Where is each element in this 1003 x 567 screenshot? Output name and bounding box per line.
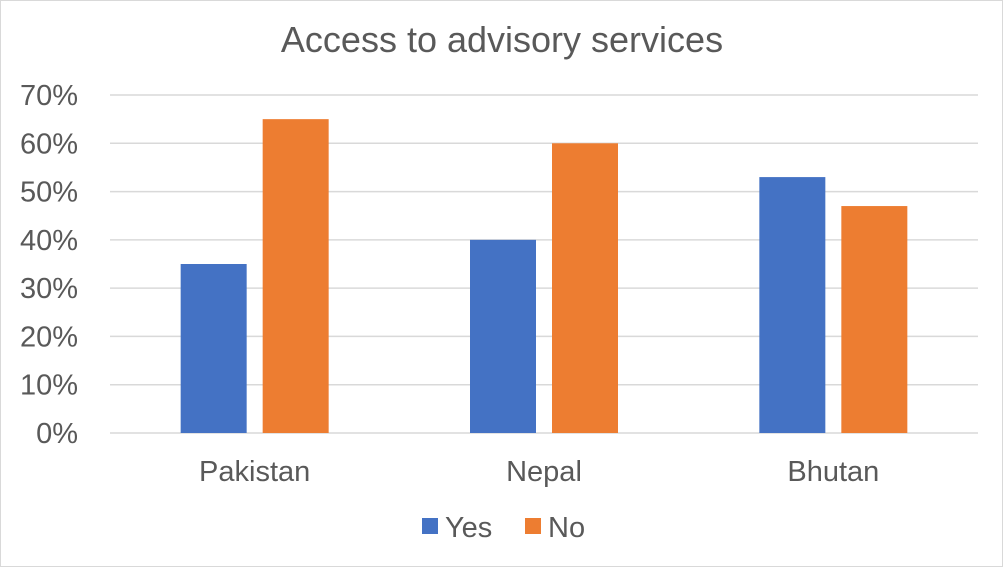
gridlines xyxy=(110,94,978,434)
x-axis-category-labels: Pakistan Nepal Bhutan xyxy=(199,456,879,488)
legend-label-yes: Yes xyxy=(445,512,492,544)
legend-swatch-no xyxy=(525,518,541,534)
bar-yes-pakistan xyxy=(180,264,247,433)
legend-label-no: No xyxy=(548,512,585,544)
y-tick-label: 60% xyxy=(20,128,78,160)
y-tick-label: 50% xyxy=(20,177,78,209)
x-category-label: Pakistan xyxy=(199,456,310,488)
x-category-label: Bhutan xyxy=(787,456,879,488)
bar-yes-bhutan xyxy=(759,177,826,433)
chart-title: Access to advisory services xyxy=(281,19,723,60)
x-category-label: Nepal xyxy=(506,456,582,488)
legend-swatch-yes xyxy=(422,518,438,534)
y-tick-label: 10% xyxy=(20,370,78,402)
bar-no-bhutan xyxy=(841,206,908,433)
y-tick-label: 20% xyxy=(20,321,78,353)
y-axis-tick-labels: 0% 10% 20% 30% 40% 50% 60% 70% xyxy=(20,80,78,450)
y-tick-label: 40% xyxy=(20,225,78,257)
bar-yes-nepal xyxy=(470,239,536,433)
bars xyxy=(180,119,908,434)
legend: Yes No xyxy=(422,512,585,544)
bar-no-nepal xyxy=(552,143,618,434)
y-tick-label: 70% xyxy=(20,80,78,112)
bar-no-pakistan xyxy=(262,119,329,434)
y-tick-label: 0% xyxy=(36,418,78,450)
y-tick-label: 30% xyxy=(20,273,78,305)
